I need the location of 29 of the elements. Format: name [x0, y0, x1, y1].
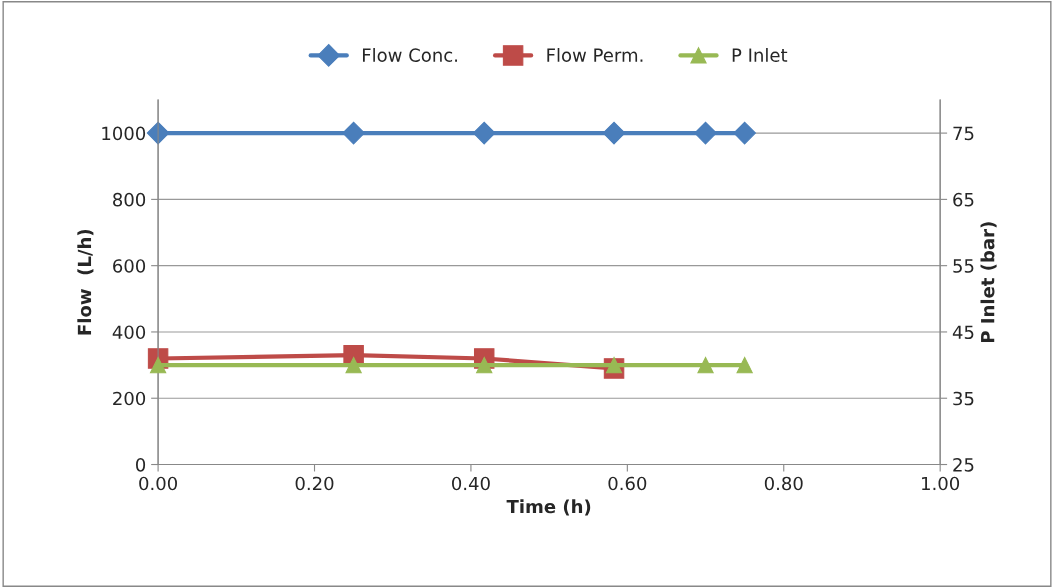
x-tick-label: 0.20 — [295, 476, 334, 491]
y-tick-label: 400 — [112, 325, 146, 340]
y2-axis-title: P Inlet (bar) — [980, 222, 997, 343]
x-tick-label: 0.00 — [139, 476, 177, 491]
y2-tick-label: 75 — [953, 126, 974, 141]
y-tick-label: 600 — [113, 259, 146, 273]
point — [602, 121, 626, 145]
y-tick-label: 0 — [136, 457, 146, 472]
legend-label: Flow Perm. — [547, 48, 643, 62]
x-tick-label: 0.60 — [608, 476, 647, 491]
y-tick-label: 800 — [113, 192, 146, 207]
y2-tick-label: 25 — [953, 457, 974, 472]
point — [342, 121, 365, 145]
x-axis-title: Time (h) — [506, 499, 591, 516]
legend-label: P Inlet — [732, 48, 788, 62]
point — [694, 121, 717, 145]
x-tick-label: 0.40 — [452, 476, 490, 491]
x-tick-label: 0.80 — [764, 476, 803, 491]
y-tick-label: 200 — [113, 391, 146, 406]
legend-label: Flow Conc. — [363, 48, 457, 62]
point — [733, 121, 756, 145]
y2-tick-label: 55 — [953, 259, 974, 273]
y2-tick-label: 35 — [953, 391, 974, 406]
y-axis-title: Flow (L/h) — [77, 229, 94, 335]
x-tick-label: 1.00 — [922, 476, 960, 491]
y2-tick-label: 45 — [952, 325, 974, 340]
y-tick-label: 1000 — [102, 126, 146, 141]
point — [472, 121, 496, 145]
y2-tick-label: 65 — [953, 192, 974, 207]
